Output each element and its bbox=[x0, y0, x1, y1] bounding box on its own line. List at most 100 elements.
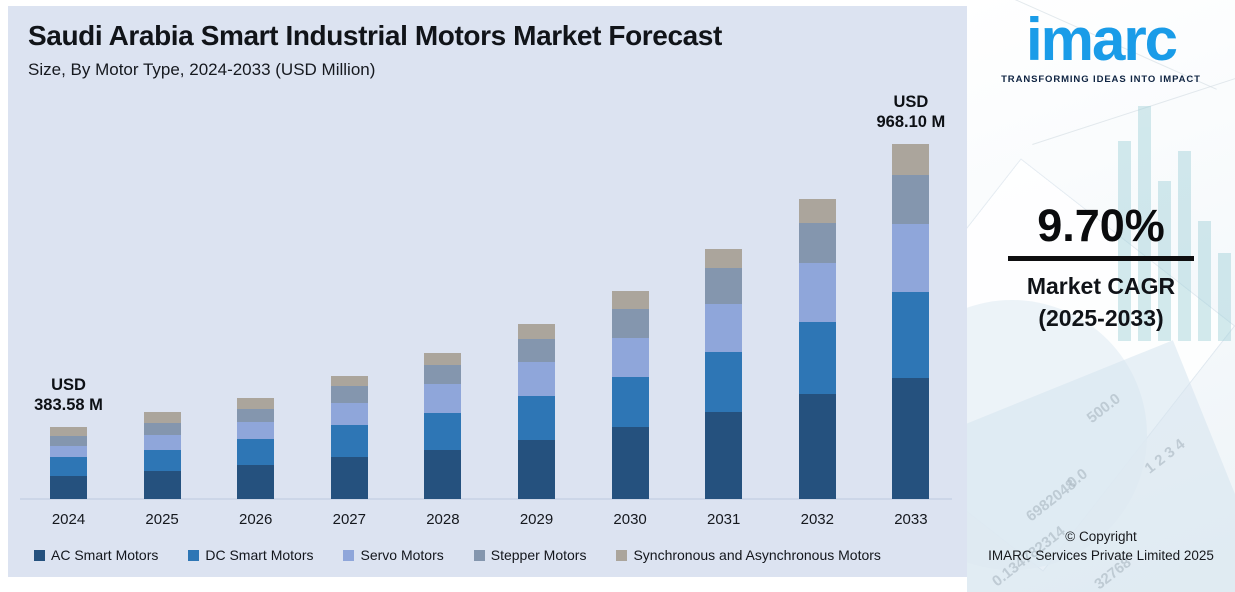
imarc-tagline: TRANSFORMING IDEAS INTO IMPACT bbox=[1001, 74, 1201, 85]
legend-item: Synchronous and Asynchronous Motors bbox=[616, 547, 881, 563]
x-axis-label: 2031 bbox=[707, 511, 741, 528]
bar-segment bbox=[424, 353, 462, 365]
bar-segment bbox=[50, 436, 87, 446]
bar-segment bbox=[237, 465, 275, 499]
stacked-bar-2024 bbox=[50, 427, 87, 499]
bar-segment bbox=[330, 403, 368, 425]
copyright: © Copyright IMARC Services Private Limit… bbox=[967, 527, 1235, 565]
stacked-bar-2032 bbox=[798, 199, 836, 499]
watermark-bar bbox=[1218, 253, 1231, 341]
bar-segment bbox=[518, 396, 555, 440]
chart-legend: AC Smart Motors DC Smart Motors Servo Moto… bbox=[34, 547, 881, 563]
x-axis-label: 2026 bbox=[239, 511, 273, 528]
cagr-block: 9.70% Market CAGR (2025-2033) bbox=[967, 202, 1235, 332]
bar-segment bbox=[330, 457, 368, 499]
legend-swatch bbox=[616, 549, 628, 561]
bar-segment bbox=[705, 412, 743, 499]
bar-segment bbox=[518, 362, 555, 396]
bar-segment bbox=[237, 439, 275, 465]
bar-segment bbox=[518, 339, 555, 362]
bar-segment bbox=[237, 398, 275, 409]
stacked-bar-2029 bbox=[518, 324, 555, 499]
cagr-years: (2025-2033) bbox=[1038, 305, 1164, 331]
watermark-bar bbox=[1118, 141, 1131, 341]
brand-panel: 500.0 0.0 1 2 3 4 6982048 0.134782314 32768 i… bbox=[967, 0, 1235, 592]
x-axis-label: 2027 bbox=[332, 511, 366, 528]
bar-segment bbox=[330, 386, 368, 403]
stacked-bar-2026 bbox=[237, 398, 275, 499]
bar-segment bbox=[143, 450, 181, 471]
bar-segment bbox=[143, 412, 181, 423]
watermark-bar bbox=[1198, 221, 1211, 341]
imarc-logo: imarc TRANSFORMING IDEAS INTO IMPACT bbox=[967, 6, 1235, 86]
bar-segment bbox=[611, 309, 649, 338]
legend-swatch bbox=[34, 549, 45, 561]
bar-segment bbox=[424, 413, 462, 450]
x-axis-label: 2028 bbox=[426, 511, 460, 528]
bar-segment bbox=[705, 352, 743, 412]
legend-label: AC Smart Motors bbox=[51, 547, 159, 563]
legend-label: Stepper Motors bbox=[490, 547, 587, 563]
watermark-bar bbox=[1158, 181, 1171, 341]
x-axis-label: 2025 bbox=[145, 511, 179, 528]
x-axis-line bbox=[20, 498, 952, 500]
bar-segment bbox=[330, 425, 368, 457]
legend-item: Servo Motors bbox=[343, 547, 444, 563]
cagr-label: Market CAGR bbox=[1026, 273, 1176, 299]
bar-segment bbox=[143, 435, 181, 450]
imarc-logo-text: imarc bbox=[1025, 6, 1178, 73]
stacked-bar-2033 bbox=[892, 144, 930, 499]
bar-segment bbox=[798, 322, 836, 394]
bar-segment bbox=[798, 394, 836, 499]
stacked-bar-2028 bbox=[424, 353, 462, 499]
plot-area: 2024 2025 2026 2027 2028 2029 2030 2031 2032 2033… bbox=[8, 6, 967, 577]
bar-segment bbox=[611, 291, 649, 309]
legend-swatch bbox=[188, 549, 200, 561]
bar-segment bbox=[143, 471, 181, 499]
bar-value-annotation: USD 968.10 M bbox=[876, 93, 946, 131]
stacked-bar-2027 bbox=[330, 376, 368, 499]
bar-segment bbox=[798, 223, 836, 263]
bar-segment bbox=[424, 384, 462, 413]
copyright-line1: © Copyright bbox=[1065, 529, 1137, 544]
legend-label: Synchronous and Asynchronous Motors bbox=[633, 547, 881, 563]
bar-segment bbox=[705, 268, 743, 304]
bar-segment bbox=[143, 423, 181, 435]
bar-segment bbox=[892, 175, 930, 224]
x-axis-label: 2033 bbox=[894, 511, 928, 528]
watermark-bar bbox=[1138, 106, 1151, 341]
watermark-bar-chart bbox=[1118, 106, 1231, 341]
x-axis-label: 2024 bbox=[51, 511, 86, 528]
legend-label: DC Smart Motors bbox=[205, 547, 314, 563]
chart-subtitle: Size, By Motor Type, 2024-2033 (USD Mill… bbox=[28, 60, 376, 79]
legend-item: AC Smart Motors bbox=[34, 547, 158, 563]
bar-value-annotation: USD 383.58 M bbox=[34, 376, 103, 414]
bar-segment bbox=[330, 376, 368, 386]
legend-item: Stepper Motors bbox=[473, 547, 587, 563]
bar-segment bbox=[892, 224, 930, 292]
bar-segment bbox=[611, 338, 649, 377]
bar-segment bbox=[611, 427, 649, 499]
legend-item: DC Smart Motors bbox=[188, 547, 313, 563]
stacked-bar-2025 bbox=[143, 412, 181, 499]
bar-segment bbox=[705, 249, 743, 268]
copyright-line2: IMARC Services Private Limited 2025 bbox=[988, 548, 1214, 563]
bar-segment bbox=[798, 199, 836, 223]
cagr-divider bbox=[1008, 256, 1194, 261]
bar-segment bbox=[892, 378, 930, 499]
bar-segment bbox=[50, 457, 87, 476]
legend-swatch bbox=[343, 549, 355, 561]
stacked-bar-2031 bbox=[705, 249, 743, 499]
legend-swatch bbox=[473, 549, 485, 561]
bar-segment bbox=[424, 365, 462, 384]
bar-segment bbox=[237, 409, 275, 422]
x-axis-label: 2029 bbox=[519, 511, 554, 528]
stacked-bar-2030 bbox=[611, 291, 649, 499]
bar-segment bbox=[611, 377, 649, 427]
bar-segment bbox=[705, 304, 743, 352]
x-axis-label: 2032 bbox=[800, 511, 834, 528]
watermark-bar bbox=[1178, 151, 1191, 341]
bar-segment bbox=[50, 446, 87, 457]
x-axis-label: 2030 bbox=[613, 511, 647, 528]
